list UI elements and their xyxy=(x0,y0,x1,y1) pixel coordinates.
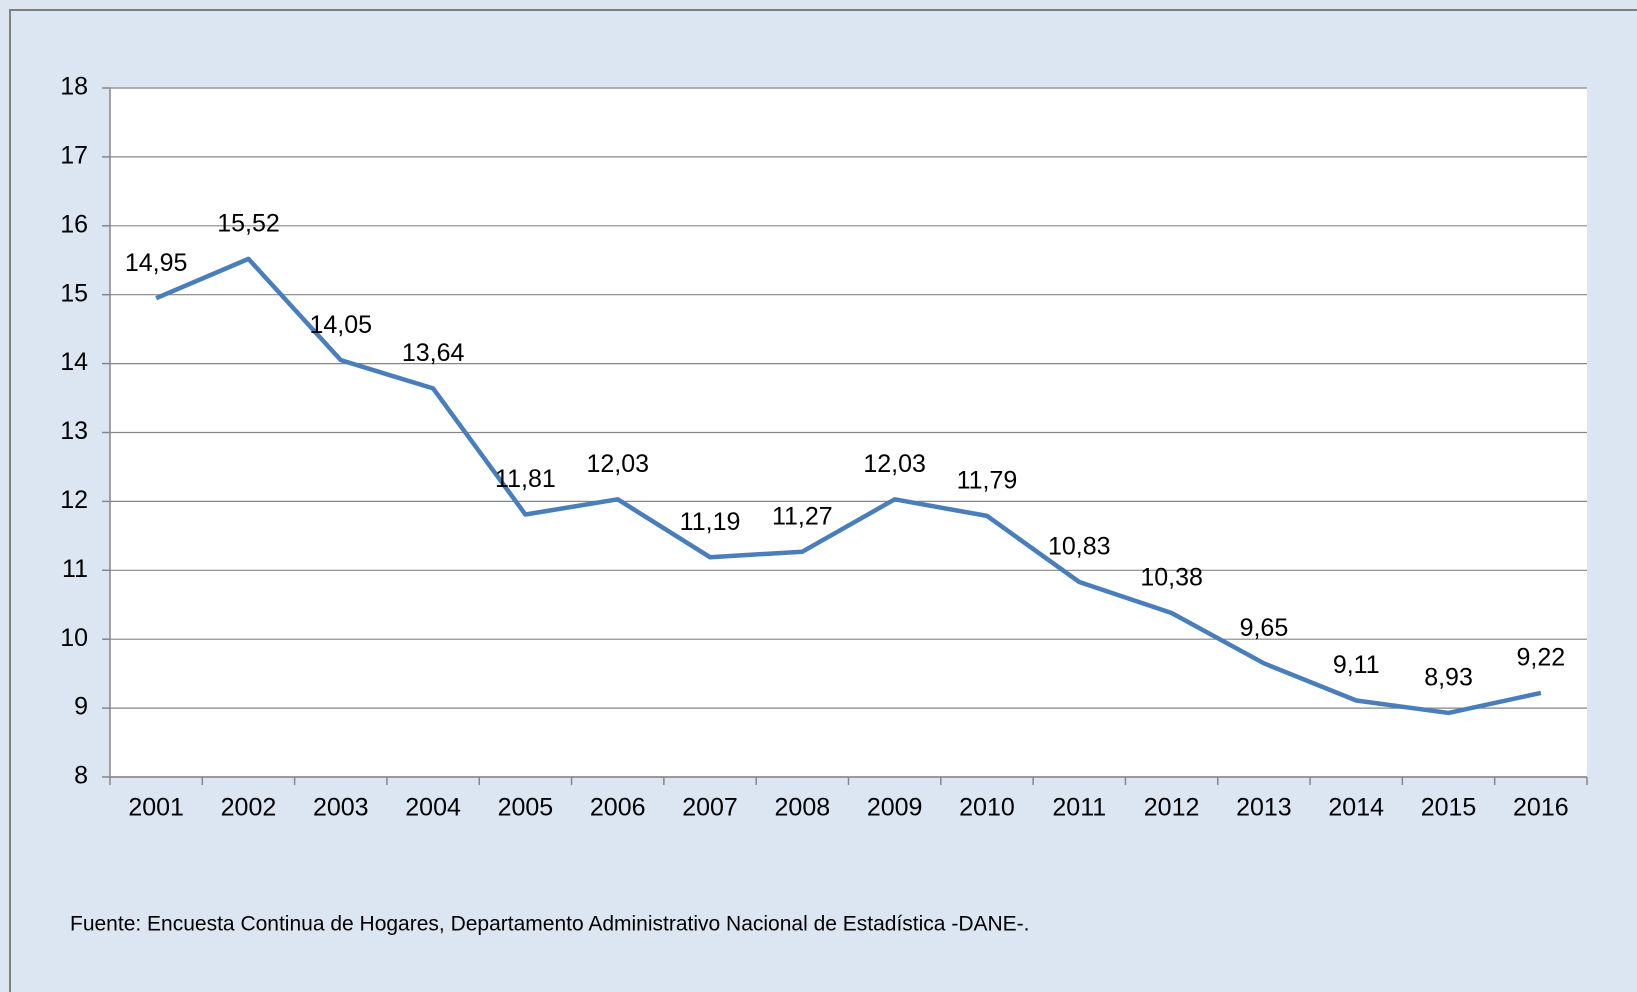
x-tick-label: 2002 xyxy=(221,794,277,822)
x-tick-label: 2016 xyxy=(1513,794,1569,822)
x-tick-label: 2010 xyxy=(959,794,1015,822)
x-tick-label: 2011 xyxy=(1052,794,1106,822)
x-tick-label: 2004 xyxy=(405,794,461,822)
data-label: 13,64 xyxy=(402,339,465,367)
frame xyxy=(9,9,1637,992)
data-label: 10,38 xyxy=(1140,564,1203,592)
data-label: 12,03 xyxy=(863,450,926,478)
data-label: 12,03 xyxy=(586,450,649,478)
data-label: 14,05 xyxy=(310,311,373,339)
x-tick-label: 2003 xyxy=(313,794,369,822)
x-tick-label: 2006 xyxy=(590,794,646,822)
y-tick-label: 16 xyxy=(60,210,88,238)
y-tick-label: 9 xyxy=(74,693,88,721)
x-tick-label: 2005 xyxy=(498,794,554,822)
data-line xyxy=(155,256,1542,716)
y-tick-label: 18 xyxy=(60,73,88,101)
y-tick-label: 8 xyxy=(74,762,88,790)
data-label: 14,95 xyxy=(125,249,188,277)
data-label: 10,83 xyxy=(1048,533,1111,561)
y-tick-label: 13 xyxy=(60,417,88,445)
data-label: 11,79 xyxy=(957,466,1018,494)
data-label: 9,22 xyxy=(1517,644,1566,672)
y-tick-label: 10 xyxy=(60,624,88,652)
data-label: 11,81 xyxy=(495,465,556,493)
y-tick-label: 11 xyxy=(62,555,88,583)
data-label: 11,19 xyxy=(680,508,741,536)
x-tick-label: 2007 xyxy=(682,794,738,822)
x-tick-label: 2015 xyxy=(1421,794,1477,822)
data-label: 11,27 xyxy=(772,502,833,530)
data-label: 8,93 xyxy=(1424,664,1473,692)
x-tick-label: 2001 xyxy=(128,794,184,822)
source-note: Fuente: Encuesta Continua de Hogares, De… xyxy=(70,913,1030,936)
x-tick-label: 2009 xyxy=(867,794,923,822)
data-label: 15,52 xyxy=(217,209,280,237)
data-label: 9,65 xyxy=(1240,614,1289,642)
y-tick-label: 12 xyxy=(60,486,88,514)
y-tick-label: 15 xyxy=(60,279,88,307)
data-label: 9,11 xyxy=(1333,651,1380,679)
y-tick-label: 17 xyxy=(60,142,88,170)
x-tick-label: 2012 xyxy=(1144,794,1200,822)
x-tick-label: 2008 xyxy=(775,794,831,822)
x-tick-label: 2013 xyxy=(1236,794,1292,822)
x-tick-label: 2014 xyxy=(1328,794,1384,822)
y-tick-label: 14 xyxy=(60,348,88,376)
